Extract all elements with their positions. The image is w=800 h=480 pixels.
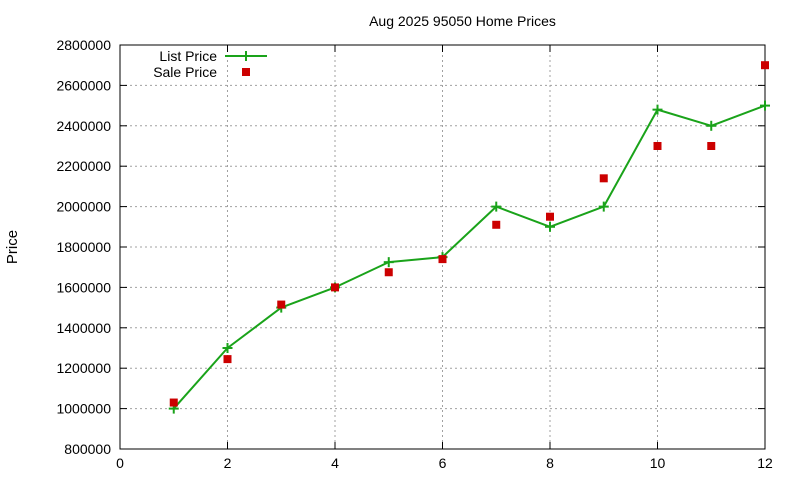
chart-title: Aug 2025 95050 Home Prices xyxy=(369,13,556,29)
grid xyxy=(120,45,765,449)
y-tick-label: 1200000 xyxy=(56,360,111,376)
y-axis-label: Price xyxy=(4,230,21,264)
sale-price-point xyxy=(331,283,339,292)
sale-price-point xyxy=(492,220,501,229)
sale-price-point xyxy=(277,300,286,309)
sale-price-point xyxy=(169,398,178,407)
list-price-point xyxy=(545,221,555,232)
x-tick-label: 10 xyxy=(650,455,666,471)
ticks: 0 2 4 6 8 10 12 800000 1000000 1200000 1400000 1600… xyxy=(56,37,773,471)
plot-frame xyxy=(119,44,766,450)
x-tick-label: 4 xyxy=(331,455,339,471)
sale-price-point xyxy=(223,355,232,364)
list-price-line xyxy=(173,104,766,410)
x-tick-label: 12 xyxy=(757,455,773,471)
legend-square-swatch xyxy=(242,68,250,76)
list-price-point xyxy=(760,100,770,111)
y-tick-label: 2200000 xyxy=(56,158,111,174)
sale-price-point xyxy=(707,142,716,150)
y-tick-label: 2800000 xyxy=(56,37,111,53)
sale-price-point xyxy=(599,174,608,183)
y-tick-label: 800000 xyxy=(64,441,111,457)
legend-label: List Price xyxy=(159,48,217,64)
y-tick-label: 2400000 xyxy=(56,118,111,134)
sale-price-point xyxy=(653,142,662,150)
list-price-point xyxy=(383,257,394,268)
x-tick-label: 6 xyxy=(439,455,447,471)
y-tick-label: 1000000 xyxy=(56,401,111,417)
y-tick-label: 1800000 xyxy=(56,239,111,255)
legend-label: Sale Price xyxy=(153,64,217,80)
y-tick-label: 2000000 xyxy=(56,199,111,215)
legend-cross-swatch xyxy=(241,51,251,61)
x-tick-label: 2 xyxy=(224,455,232,471)
list-price-point xyxy=(491,201,502,212)
y-tick-label: 2600000 xyxy=(56,77,111,93)
sale-price-point xyxy=(438,255,447,264)
y-tick-label: 1400000 xyxy=(56,320,111,336)
list-price-point xyxy=(598,201,609,212)
y-tick-label: 1600000 xyxy=(56,279,111,295)
list-price-point xyxy=(222,343,233,353)
sale-price-point xyxy=(546,212,554,221)
list-price-point xyxy=(652,104,663,115)
series xyxy=(168,61,770,414)
sale-price-point xyxy=(384,268,393,277)
x-tick-label: 8 xyxy=(546,455,554,471)
x-tick-label: 0 xyxy=(116,455,124,471)
list-price-point xyxy=(706,120,717,131)
sale-price-point xyxy=(761,61,769,70)
